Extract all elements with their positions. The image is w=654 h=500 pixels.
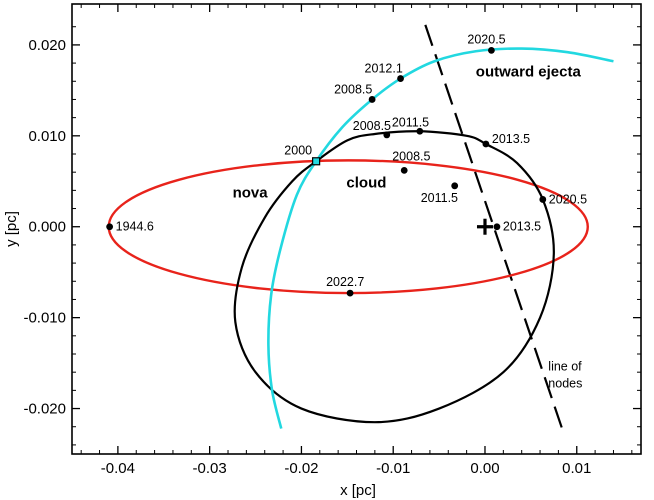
y-tick-label: 0.010 (28, 128, 66, 145)
ejecta-curve (267, 47, 614, 429)
y-axis-title: y [pc] (3, 211, 20, 247)
data-point (397, 75, 404, 82)
point-label: 2020.5 (549, 192, 587, 206)
cloud-orbit (233, 130, 555, 424)
curve-annotation: cloud (346, 175, 386, 192)
axis-ticks: -0.04 -0.03 -0.02 -0.01 0.00 0.01 0.020 0.010 0.… (23, 4, 641, 477)
data-point (416, 127, 424, 135)
data-point (346, 289, 354, 297)
point-label: 1944.6 (116, 220, 154, 234)
y-tick-label: -0.020 (23, 401, 66, 418)
point-label: 2011.5 (392, 115, 429, 129)
y-tick-label: 0.020 (28, 37, 66, 54)
point-label: 2000 (284, 143, 312, 157)
data-point (493, 223, 501, 231)
x-tick-label: -0.03 (193, 460, 227, 477)
point-label: 2013.5 (492, 132, 530, 146)
point-label: 2013.5 (503, 220, 541, 234)
x-tick-label: 0.01 (562, 460, 591, 477)
x-axis-title: x [pc] (340, 482, 376, 499)
curve-annotation: nova (233, 185, 269, 202)
x-tick-label: -0.02 (284, 460, 318, 477)
point-label: 2012.1 (365, 62, 403, 76)
point-label: 2011.5 (421, 191, 458, 205)
data-point (488, 46, 495, 54)
curve-annotation: outward ejecta (476, 64, 582, 81)
y-tick-label: 0.000 (28, 219, 66, 236)
point-label: 2020.5 (467, 32, 505, 46)
y-tick-label: -0.010 (23, 310, 66, 327)
data-point (482, 140, 490, 148)
curve-annotation: nodes (548, 377, 582, 391)
line-of-nodes (424, 24, 565, 432)
data-point (106, 223, 114, 231)
x-tick-label: 0.00 (470, 460, 499, 477)
point-label: 2008.5 (334, 82, 372, 96)
data-point (368, 96, 376, 103)
data-point (451, 182, 459, 190)
data-point (400, 166, 408, 174)
curve-annotation: line of (548, 359, 582, 373)
x-tick-label: -0.04 (101, 460, 135, 477)
data-point (383, 131, 391, 139)
point-label: 2022.7 (326, 275, 364, 289)
x-tick-label: -0.01 (376, 460, 410, 477)
point-label: 2008.5 (353, 119, 391, 133)
point-label: 2008.5 (392, 149, 430, 163)
square-marker (312, 157, 321, 166)
data-point (539, 196, 547, 203)
